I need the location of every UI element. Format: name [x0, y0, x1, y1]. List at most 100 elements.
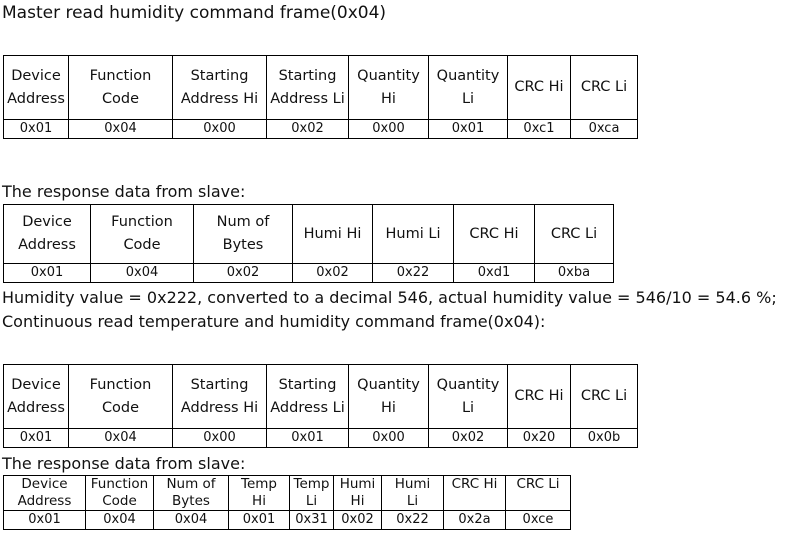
- response-table: Device Address Function Code Num of Bytes Humi…: [3, 204, 614, 283]
- header-cell: Function Code: [68, 55, 173, 120]
- response-table: Device Address Function Code Num of Bytes Temp…: [3, 475, 571, 530]
- header-text: Function: [89, 67, 152, 84]
- value-cell: 0x04: [153, 510, 229, 530]
- header-text: Li: [406, 493, 419, 509]
- header-row: Device Address Function Code Starting Address…: [3, 364, 638, 429]
- header-text: Bytes: [172, 493, 210, 509]
- header-text: Hi: [252, 493, 266, 509]
- header-text: Li: [461, 90, 475, 107]
- header-text: Device: [11, 67, 61, 84]
- header-text: Li: [461, 399, 475, 416]
- header-text: Device: [22, 214, 72, 230]
- header-cell: Starting Address Li: [266, 364, 349, 429]
- value-cell: 0x01: [228, 510, 290, 530]
- header-text: Humi Li: [385, 225, 441, 242]
- header-text: Hi: [381, 399, 396, 416]
- header-row: Device Address Function Code Num of Bytes Humi…: [3, 204, 614, 264]
- response-label: The response data from slave:: [2, 454, 246, 473]
- header-text: Quantity: [357, 376, 420, 393]
- header-row: Device Address Function Code Starting Address…: [3, 55, 638, 120]
- header-cell: Quantity Hi: [348, 55, 429, 120]
- header-cell: Starting Address Li: [266, 55, 349, 120]
- value-cell: 0x0b: [570, 428, 638, 448]
- header-cell: CRC Li: [570, 55, 638, 120]
- value-cell: 0x01: [266, 428, 349, 448]
- value-cell: 0x01: [428, 119, 508, 139]
- value-cell: 0x04: [68, 428, 173, 448]
- header-cell: CRC Hi: [507, 364, 571, 429]
- value-row: 0x01 0x04 0x00 0x02 0x00 0x01 0xc1 0xca: [3, 119, 638, 139]
- header-text: Quantity: [436, 67, 500, 84]
- header-text: CRC Li: [550, 225, 598, 242]
- header-text: Code: [102, 493, 137, 509]
- value-cell: 0xc1: [507, 119, 571, 139]
- header-cell: Starting Address Hi: [172, 364, 267, 429]
- header-text: Starting: [278, 376, 337, 393]
- value-cell: 0x00: [172, 428, 267, 448]
- header-text: Quantity: [357, 67, 420, 84]
- header-cell: CRC Hi: [507, 55, 571, 120]
- value-cell: 0x02: [428, 428, 508, 448]
- header-text: Starting: [278, 67, 337, 84]
- header-cell: Device Address: [3, 55, 69, 120]
- header-row: Device Address Function Code Num of Bytes Temp…: [3, 475, 571, 511]
- header-text: Humi Hi: [303, 225, 362, 242]
- header-text: Address: [7, 90, 65, 107]
- value-cell: 0x04: [85, 510, 154, 530]
- header-text: Function: [89, 376, 152, 393]
- header-text: CRC Hi: [514, 388, 564, 404]
- header-text: Address: [7, 399, 65, 416]
- header-cell: CRC Li: [505, 475, 571, 511]
- header-text: CRC Hi: [469, 225, 519, 242]
- value-cell: 0x00: [172, 119, 267, 139]
- value-cell: 0x01: [3, 510, 86, 530]
- header-text: Address: [17, 493, 72, 509]
- header-cell: Quantity Li: [428, 364, 508, 429]
- value-cell: 0x22: [381, 510, 444, 530]
- header-cell: Function Code: [90, 204, 194, 264]
- header-cell: Humi Hi: [292, 204, 373, 264]
- header-text: Address: [18, 237, 76, 253]
- value-cell: 0x02: [193, 263, 293, 283]
- header-text: CRC Hi: [514, 79, 564, 95]
- header-cell: CRC Hi: [453, 204, 535, 264]
- header-cell: Starting Address Hi: [172, 55, 267, 120]
- header-cell: Function Code: [68, 364, 173, 429]
- header-text: Function: [111, 214, 173, 230]
- value-cell: 0x00: [348, 119, 429, 139]
- title: Master read humidity command frame(0x04): [2, 3, 387, 23]
- header-text: Humi: [394, 476, 431, 493]
- header-text: Code: [123, 237, 161, 253]
- response-label: The response data from slave:: [2, 182, 246, 201]
- header-text: Starting: [190, 67, 249, 84]
- value-cell: 0x22: [372, 263, 454, 283]
- value-cell: 0x01: [3, 428, 69, 448]
- header-text: Quantity: [436, 376, 500, 393]
- header-text: Starting: [190, 376, 249, 393]
- header-cell: Humi Li: [381, 475, 444, 511]
- value-cell: 0x02: [292, 263, 373, 283]
- header-text: CRC Li: [580, 79, 628, 95]
- value-cell: 0x31: [289, 510, 334, 530]
- value-cell: 0x02: [266, 119, 349, 139]
- header-cell: Num of Bytes: [193, 204, 293, 264]
- header-cell: CRC Hi: [443, 475, 506, 511]
- header-text: CRC Li: [580, 388, 628, 404]
- note: Humidity value = 0x222, converted to a d…: [2, 288, 777, 307]
- header-cell: Function Code: [85, 475, 154, 511]
- header-cell: Num of Bytes: [153, 475, 229, 511]
- value-row: 0x01 0x04 0x04 0x01 0x31 0x02 0x22 0x2a 0xce: [3, 510, 571, 530]
- value-row: 0x01 0x04 0x00 0x01 0x00 0x02 0x20 0x0b: [3, 428, 638, 448]
- value-cell: 0x01: [3, 263, 91, 283]
- header-text: Humi: [339, 476, 376, 493]
- header-text: Hi: [381, 90, 396, 107]
- header-text: Address Li: [270, 90, 345, 107]
- header-text: Address Li: [270, 399, 345, 416]
- value-cell: 0x04: [68, 119, 173, 139]
- header-text: Hi: [350, 493, 365, 509]
- header-cell: Device Address: [3, 364, 69, 429]
- header-cell: Quantity Hi: [348, 364, 429, 429]
- value-cell: 0x01: [3, 119, 69, 139]
- command-table: Device Address Function Code Starting Address…: [3, 364, 638, 448]
